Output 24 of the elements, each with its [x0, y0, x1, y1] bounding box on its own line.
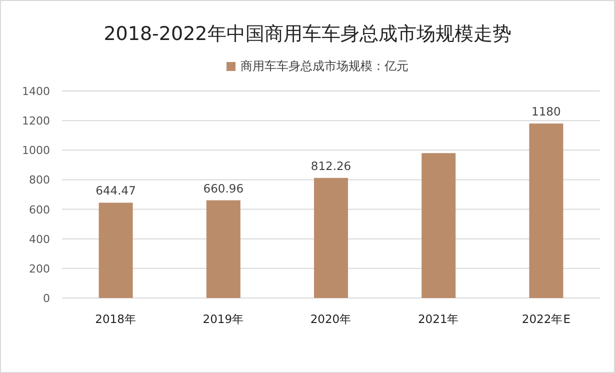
y-tick-label: 1200 [22, 114, 50, 128]
y-tick-label: 800 [29, 174, 50, 187]
x-tick-label: 2021年 [418, 312, 460, 326]
data-label: 660.96 [203, 181, 244, 196]
y-tick-label: 0 [43, 292, 50, 305]
x-tick-label: 2022年E [522, 312, 570, 326]
bar [314, 178, 348, 298]
legend-label: 商用车车身总成市场规模：亿元 [240, 59, 408, 73]
bar [529, 124, 564, 298]
bar [422, 153, 456, 298]
chart-title: 2018-2022年中国商用车车身总成市场规模走势 [104, 23, 512, 45]
x-tick-label: 2020年 [310, 312, 352, 326]
x-tick-label: 2019年 [202, 312, 244, 326]
data-label: 1180 [532, 104, 561, 119]
y-tick-label: 200 [29, 262, 50, 276]
bar [98, 202, 133, 298]
y-tick-label: 400 [29, 232, 50, 246]
data-label: 644.47 [96, 184, 136, 198]
y-tick-label: 600 [29, 203, 50, 216]
x-tick-label: 2018年 [95, 312, 136, 326]
data-label: 812.26 [310, 158, 352, 173]
y-tick-label: 1400 [22, 85, 50, 98]
y-tick-label: 1000 [22, 144, 50, 158]
bar [206, 200, 240, 298]
